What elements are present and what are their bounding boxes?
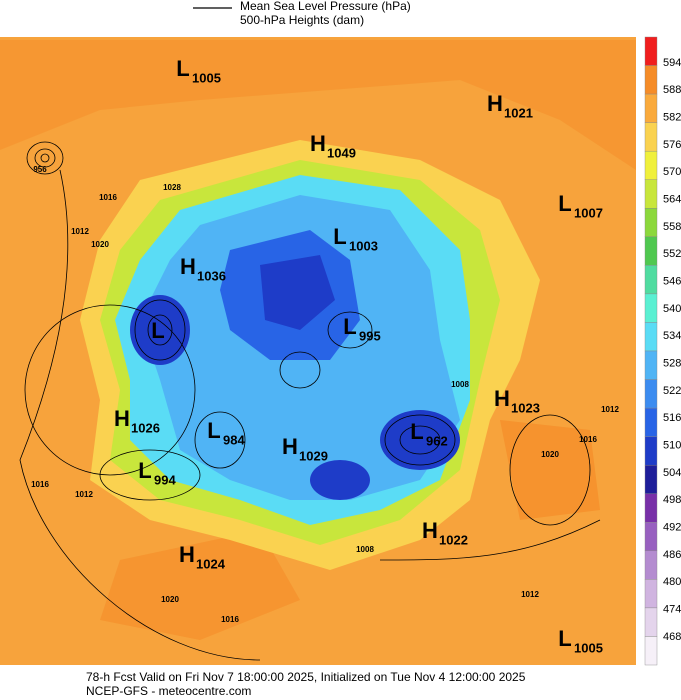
center-pressure: 1005: [192, 70, 221, 85]
colorbar-segment: [644, 379, 658, 409]
colorbar-segment: [644, 236, 658, 266]
colorbar-segment: [644, 208, 658, 238]
center-letter: H: [180, 254, 196, 279]
center-pressure: 1026: [131, 420, 160, 435]
colorbar-label: 582: [663, 112, 681, 124]
center-letter: H: [487, 91, 503, 116]
colorbar-segment: [644, 407, 658, 437]
legend-mslp: Mean Sea Level Pressure (hPa): [240, 0, 411, 13]
center-letter: L: [151, 318, 164, 343]
center-pressure: 994: [154, 472, 176, 487]
center-letter: H: [114, 406, 130, 431]
colorbar-segment: [644, 322, 658, 352]
center-pressure: 1003: [349, 238, 378, 253]
colorbar-segment: [644, 464, 658, 494]
colorbar-segment: [644, 122, 658, 152]
center-letter: L: [410, 419, 423, 444]
colorbar-label: 480: [663, 576, 681, 588]
center-pressure: 1022: [439, 532, 468, 547]
colorbar-segment: [644, 493, 658, 523]
colorbar-segment: [644, 36, 658, 66]
footer-line: 78-h Fcst Valid on Fri Nov 7 18:00:00 20…: [86, 670, 526, 684]
isobar-label: 1008: [451, 380, 469, 389]
colorbar-label: 594: [663, 57, 681, 69]
isobar-label: 1012: [75, 490, 93, 499]
colorbar-label: 528: [663, 358, 681, 370]
legend-heights: 500-hPa Heights (dam): [240, 13, 364, 27]
isobar-label: 1016: [99, 193, 117, 202]
colorbar-segment: [644, 150, 658, 180]
colorbar-segment: [644, 265, 658, 295]
colorbar-label: 492: [663, 522, 681, 534]
center-letter: H: [494, 386, 510, 411]
footer-line: NCEP-GFS - meteocentre.com: [86, 684, 251, 698]
colorbar-label: 522: [663, 385, 681, 397]
isobar-label: 1028: [163, 183, 181, 192]
center-letter: H: [179, 542, 195, 567]
isobar-label: 1016: [31, 480, 49, 489]
center-pressure: 1021: [504, 105, 533, 120]
isobar-label: 1020: [161, 595, 179, 604]
colorbar-segment: [644, 65, 658, 95]
center-letter: L: [558, 191, 571, 216]
colorbar-label: 558: [663, 221, 681, 233]
colorbar-label: 576: [663, 139, 681, 151]
center-pressure: 1023: [511, 400, 540, 415]
center-letter: L: [207, 418, 220, 443]
center-letter: L: [138, 458, 151, 483]
colorbar-label: 468: [663, 631, 681, 643]
center-letter: L: [343, 314, 356, 339]
isobar-label: 956: [33, 165, 47, 174]
isobar-label: 1016: [221, 615, 239, 624]
isobar-label: 1008: [356, 545, 374, 554]
isobar-label: 1020: [91, 240, 109, 249]
colorbar-label: 546: [663, 276, 681, 288]
isobar-label: 1012: [521, 590, 539, 599]
colorbar-segment: [644, 350, 658, 380]
center-pressure: 1007: [574, 205, 603, 220]
colorbar-label: 498: [663, 494, 681, 506]
center-pressure: 1036: [197, 268, 226, 283]
colorbar-label: 564: [663, 194, 681, 206]
colorbar-segment: [644, 522, 658, 552]
colorbar-label: 540: [663, 303, 681, 315]
center-letter: L: [176, 56, 189, 81]
center-letter: H: [282, 434, 298, 459]
isobar-label: 1012: [71, 227, 89, 236]
colorbar-label: 504: [663, 467, 681, 479]
center-pressure: 1005: [574, 640, 603, 655]
center-pressure: 1049: [327, 145, 356, 160]
isobar-label: 1012: [601, 405, 619, 414]
isobar-label: 1016: [579, 435, 597, 444]
colorbar-segment: [644, 436, 658, 466]
colorbar-label: 552: [663, 248, 681, 260]
center-letter: L: [333, 224, 346, 249]
colorbar-segment: [644, 179, 658, 209]
center-pressure: 984: [223, 432, 245, 447]
colorbar-segment: [644, 607, 658, 637]
center-letter: L: [558, 626, 571, 651]
colorbar-segment: [644, 579, 658, 609]
center-pressure: 962: [426, 433, 448, 448]
colorbar-label: 570: [663, 166, 681, 178]
center-letter: H: [310, 131, 326, 156]
colorbar-label: 510: [663, 440, 681, 452]
center-letter: H: [422, 518, 438, 543]
center-pressure: 995: [359, 328, 381, 343]
colorbar-label: 516: [663, 412, 681, 424]
map: [0, 37, 636, 665]
colorbar-label: 486: [663, 549, 681, 561]
colorbar-label: 534: [663, 330, 681, 342]
colorbar-segment: [644, 636, 658, 666]
colorbar-label: 474: [663, 604, 681, 616]
colorbar-label: 588: [663, 84, 681, 96]
center-pressure: 1024: [196, 556, 226, 571]
colorbar-segment: [644, 293, 658, 323]
colorbar-segment: [644, 550, 658, 580]
isobar-label: 1020: [541, 450, 559, 459]
colorbar-segment: [644, 93, 658, 123]
center-pressure: 1029: [299, 448, 328, 463]
